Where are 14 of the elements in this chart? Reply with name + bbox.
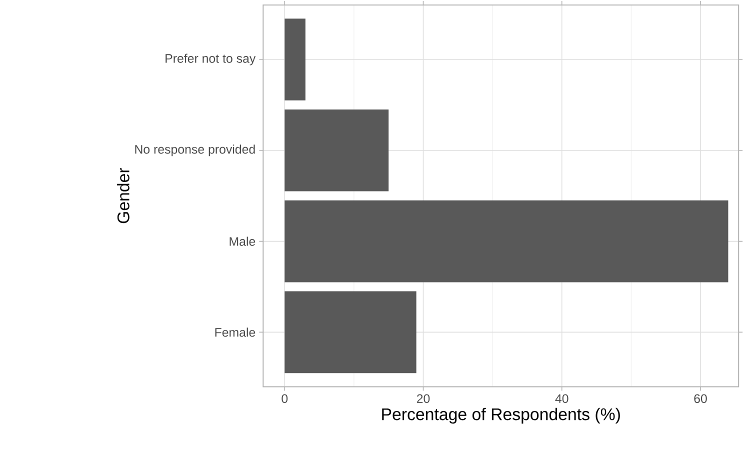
x-tick-label: 60 [694, 394, 707, 404]
y-tick-label: Female [215, 328, 256, 338]
y-tick-label: Prefer not to say [166, 54, 256, 66]
y-axis-title: Gender [117, 168, 130, 224]
x-tick-label: 40 [555, 394, 568, 404]
x-axis-title: Percentage of Respondents (%) [382, 408, 620, 424]
bar [284, 200, 728, 282]
y-tick-label: No response provided [135, 144, 255, 156]
x-tick-label: 20 [416, 394, 430, 404]
y-tick-label: Male [230, 236, 256, 246]
bar [284, 110, 389, 192]
bar [284, 292, 416, 374]
bar [284, 18, 306, 101]
x-tick-label: 0 [282, 394, 288, 404]
